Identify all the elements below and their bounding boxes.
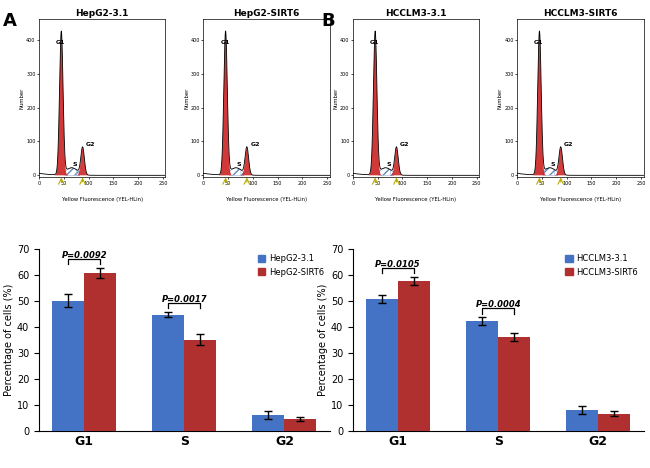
- Text: S: S: [73, 162, 77, 167]
- Legend: HepG2-3.1, HepG2-SIRT6: HepG2-3.1, HepG2-SIRT6: [256, 253, 326, 278]
- Bar: [366, 299, 398, 431]
- Text: G2: G2: [250, 141, 260, 146]
- Y-axis label: Number: Number: [20, 87, 25, 109]
- Title: HepG2-3.1: HepG2-3.1: [75, 9, 129, 18]
- Y-axis label: Number: Number: [498, 87, 503, 109]
- Text: G2: G2: [564, 141, 574, 146]
- Text: A: A: [3, 12, 17, 29]
- Text: G2: G2: [400, 141, 410, 146]
- Bar: [52, 300, 84, 431]
- Text: S: S: [551, 162, 556, 167]
- X-axis label: Yellow Fluorescence (YEL-HLin): Yellow Fluorescence (YEL-HLin): [540, 197, 621, 202]
- Bar: [398, 281, 430, 431]
- Text: G1: G1: [534, 40, 543, 45]
- Bar: [252, 415, 285, 431]
- Y-axis label: Percentage of cells (%): Percentage of cells (%): [318, 283, 328, 396]
- Title: HCCLM3-SIRT6: HCCLM3-SIRT6: [543, 9, 618, 18]
- Bar: [285, 419, 317, 431]
- Title: HepG2-SIRT6: HepG2-SIRT6: [233, 9, 300, 18]
- Bar: [466, 322, 498, 431]
- Bar: [185, 339, 216, 431]
- X-axis label: Yellow Fluorescence (YEL-HLin): Yellow Fluorescence (YEL-HLin): [226, 197, 307, 202]
- Y-axis label: Number: Number: [333, 87, 339, 109]
- Text: B: B: [322, 12, 335, 29]
- Bar: [498, 337, 530, 431]
- Text: P=0.0004: P=0.0004: [475, 300, 521, 309]
- Y-axis label: Number: Number: [184, 87, 189, 109]
- Text: G1: G1: [220, 40, 230, 45]
- Text: P=0.0105: P=0.0105: [375, 260, 421, 269]
- Text: P=0.0092: P=0.0092: [61, 251, 107, 260]
- Y-axis label: Percentage of cells (%): Percentage of cells (%): [4, 283, 14, 396]
- X-axis label: Yellow Fluorescence (YEL-HLin): Yellow Fluorescence (YEL-HLin): [376, 197, 456, 202]
- Bar: [152, 315, 185, 431]
- Text: P=0.0017: P=0.0017: [161, 295, 207, 304]
- Bar: [598, 414, 630, 431]
- Text: S: S: [387, 162, 391, 167]
- Text: G1: G1: [370, 40, 380, 45]
- Bar: [84, 273, 116, 431]
- Text: G2: G2: [86, 141, 96, 146]
- X-axis label: Yellow Fluorescence (YEL-HLin): Yellow Fluorescence (YEL-HLin): [62, 197, 143, 202]
- Legend: HCCLM3-3.1, HCCLM3-SIRT6: HCCLM3-3.1, HCCLM3-SIRT6: [564, 253, 640, 278]
- Title: HCCLM3-3.1: HCCLM3-3.1: [385, 9, 447, 18]
- Text: G1: G1: [56, 40, 66, 45]
- Bar: [566, 410, 598, 431]
- Text: S: S: [237, 162, 242, 167]
